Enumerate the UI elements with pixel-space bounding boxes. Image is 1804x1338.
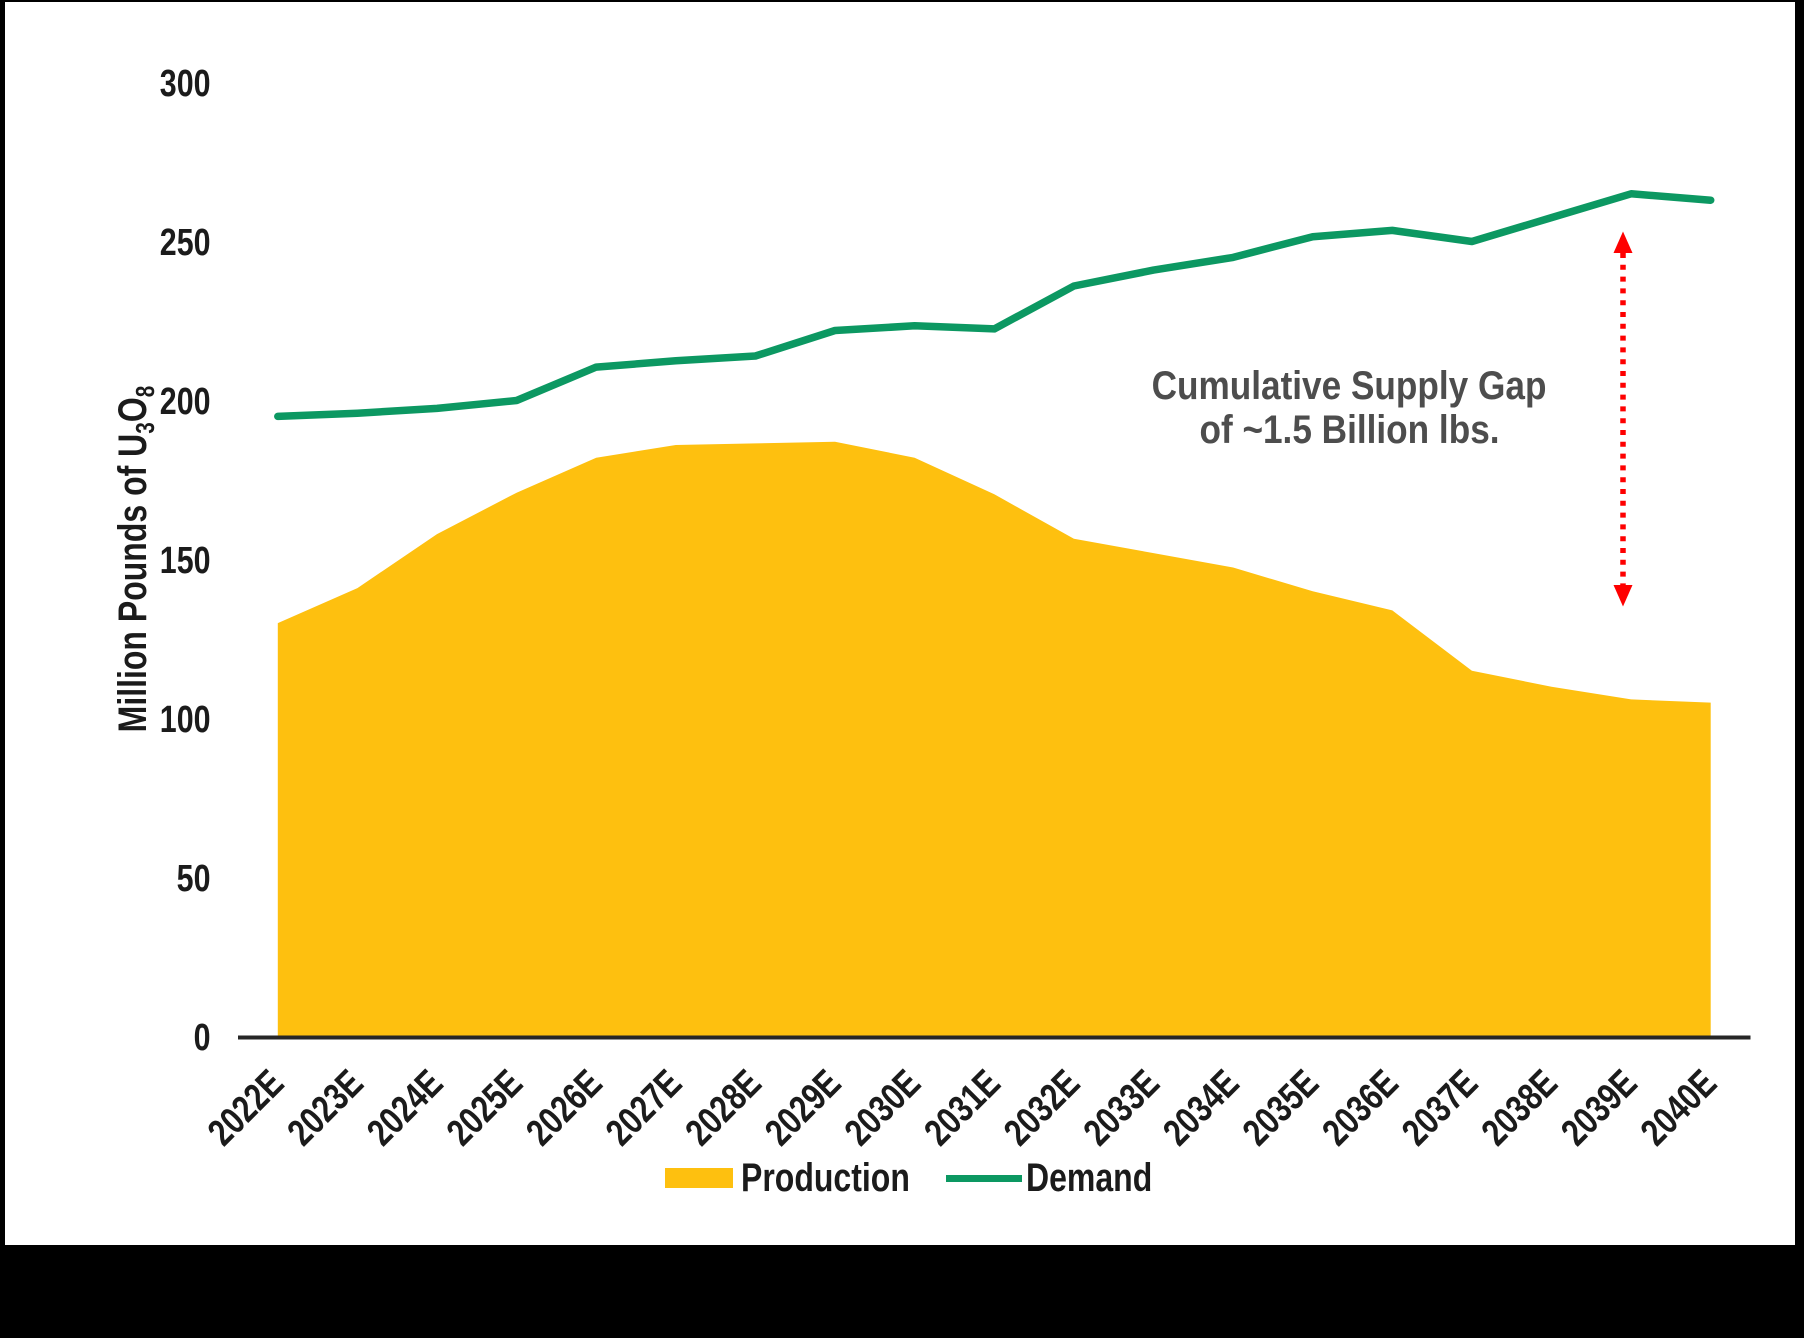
svg-text:2040E: 2040E — [1633, 1062, 1725, 1154]
svg-text:0: 0 — [194, 1017, 211, 1059]
svg-text:Demand: Demand — [1026, 1155, 1152, 1200]
svg-text:2025E: 2025E — [439, 1062, 531, 1154]
svg-text:2037E: 2037E — [1394, 1062, 1486, 1154]
svg-text:2031E: 2031E — [917, 1062, 1009, 1154]
svg-text:2038E: 2038E — [1474, 1062, 1566, 1154]
svg-text:200: 200 — [160, 381, 211, 423]
svg-text:100: 100 — [160, 699, 211, 741]
svg-text:of ~1.5 Billion lbs.: of ~1.5 Billion lbs. — [1199, 407, 1499, 452]
svg-text:2034E: 2034E — [1156, 1062, 1248, 1154]
svg-text:2024E: 2024E — [359, 1062, 451, 1154]
svg-text:2030E: 2030E — [837, 1062, 929, 1154]
svg-text:2036E: 2036E — [1315, 1062, 1407, 1154]
svg-text:2029E: 2029E — [757, 1062, 849, 1154]
svg-text:2027E: 2027E — [598, 1062, 690, 1154]
svg-text:150: 150 — [160, 540, 211, 582]
svg-text:2022E: 2022E — [200, 1062, 292, 1154]
svg-text:2026E: 2026E — [519, 1062, 611, 1154]
svg-text:2035E: 2035E — [1235, 1062, 1327, 1154]
svg-text:2032E: 2032E — [996, 1062, 1088, 1154]
svg-text:2033E: 2033E — [1076, 1062, 1168, 1154]
svg-text:2039E: 2039E — [1554, 1062, 1646, 1154]
svg-text:Cumulative Supply Gap: Cumulative Supply Gap — [1152, 363, 1547, 408]
svg-text:Million Pounds of U3O8: Million Pounds of U3O8 — [110, 386, 160, 733]
svg-text:50: 50 — [177, 858, 211, 900]
svg-text:250: 250 — [160, 222, 211, 264]
svg-text:2023E: 2023E — [280, 1062, 372, 1154]
svg-text:300: 300 — [160, 63, 211, 105]
svg-text:2028E: 2028E — [678, 1062, 770, 1154]
svg-text:Production: Production — [741, 1155, 910, 1200]
